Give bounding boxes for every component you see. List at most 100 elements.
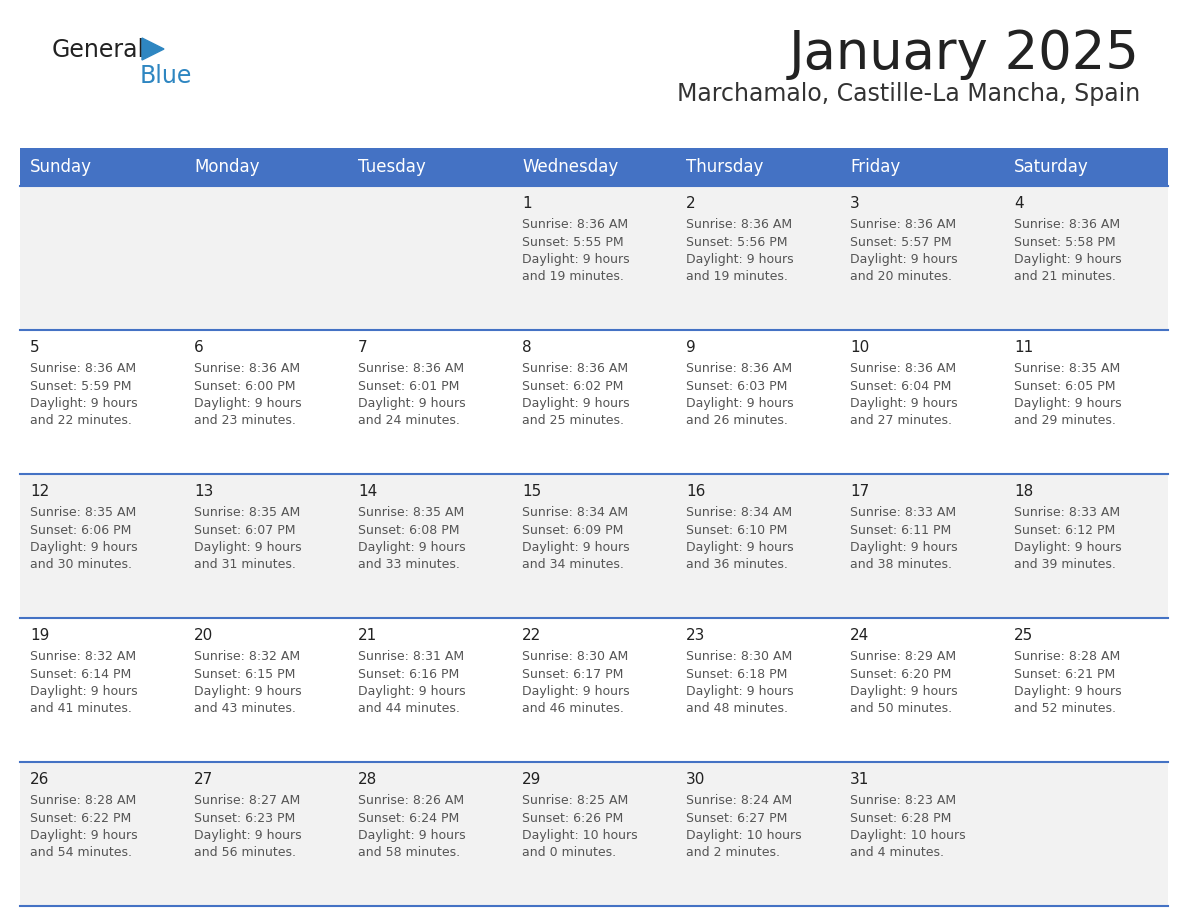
Text: Monday: Monday [194,158,259,176]
Text: Daylight: 9 hours: Daylight: 9 hours [358,685,466,698]
Text: 25: 25 [1015,628,1034,643]
Text: Sunrise: 8:24 AM: Sunrise: 8:24 AM [685,794,792,807]
Text: Sunset: 6:15 PM: Sunset: 6:15 PM [194,667,296,680]
Text: Sunrise: 8:36 AM: Sunrise: 8:36 AM [194,362,301,375]
Text: and 36 minutes.: and 36 minutes. [685,558,788,572]
Text: 13: 13 [194,484,214,499]
Text: Sunrise: 8:33 AM: Sunrise: 8:33 AM [849,506,956,519]
Text: Daylight: 9 hours: Daylight: 9 hours [30,829,138,842]
Text: Sunset: 6:22 PM: Sunset: 6:22 PM [30,812,131,824]
Text: Daylight: 9 hours: Daylight: 9 hours [194,541,302,554]
Text: 1: 1 [522,196,531,211]
Text: Blue: Blue [140,64,192,88]
Text: 10: 10 [849,340,870,355]
Text: and 25 minutes.: and 25 minutes. [522,415,624,428]
Text: 26: 26 [30,772,50,787]
Text: 12: 12 [30,484,49,499]
Text: and 29 minutes.: and 29 minutes. [1015,415,1116,428]
Text: Sunrise: 8:29 AM: Sunrise: 8:29 AM [849,650,956,663]
Text: Sunrise: 8:32 AM: Sunrise: 8:32 AM [30,650,137,663]
Text: and 0 minutes.: and 0 minutes. [522,846,617,859]
Text: Sunrise: 8:33 AM: Sunrise: 8:33 AM [1015,506,1120,519]
Text: Daylight: 9 hours: Daylight: 9 hours [685,541,794,554]
Text: and 54 minutes.: and 54 minutes. [30,846,132,859]
Text: Daylight: 9 hours: Daylight: 9 hours [522,397,630,410]
Text: Sunset: 6:20 PM: Sunset: 6:20 PM [849,667,952,680]
Text: Sunset: 6:14 PM: Sunset: 6:14 PM [30,667,131,680]
Text: Daylight: 9 hours: Daylight: 9 hours [358,397,466,410]
Text: Daylight: 10 hours: Daylight: 10 hours [849,829,966,842]
Text: Sunset: 5:57 PM: Sunset: 5:57 PM [849,236,952,249]
Text: 22: 22 [522,628,542,643]
Text: and 34 minutes.: and 34 minutes. [522,558,624,572]
Text: 17: 17 [849,484,870,499]
Text: and 46 minutes.: and 46 minutes. [522,702,624,715]
Text: Marchamalo, Castille-La Mancha, Spain: Marchamalo, Castille-La Mancha, Spain [677,82,1140,106]
Text: and 20 minutes.: and 20 minutes. [849,271,952,284]
Text: Daylight: 9 hours: Daylight: 9 hours [1015,397,1121,410]
Text: Daylight: 9 hours: Daylight: 9 hours [30,541,138,554]
Text: Sunset: 5:58 PM: Sunset: 5:58 PM [1015,236,1116,249]
Text: 6: 6 [194,340,204,355]
Text: 8: 8 [522,340,531,355]
Text: Sunset: 6:03 PM: Sunset: 6:03 PM [685,379,788,393]
Text: and 52 minutes.: and 52 minutes. [1015,702,1116,715]
Text: and 38 minutes.: and 38 minutes. [849,558,952,572]
Text: Sunset: 5:55 PM: Sunset: 5:55 PM [522,236,624,249]
Text: Daylight: 9 hours: Daylight: 9 hours [30,397,138,410]
Text: and 44 minutes.: and 44 minutes. [358,702,460,715]
Text: Daylight: 9 hours: Daylight: 9 hours [194,829,302,842]
Text: Daylight: 9 hours: Daylight: 9 hours [30,685,138,698]
Polygon shape [143,38,164,60]
Text: Sunset: 6:09 PM: Sunset: 6:09 PM [522,523,624,536]
Text: and 22 minutes.: and 22 minutes. [30,415,132,428]
Text: Sunset: 5:59 PM: Sunset: 5:59 PM [30,379,132,393]
Text: Sunset: 6:12 PM: Sunset: 6:12 PM [1015,523,1116,536]
Text: 21: 21 [358,628,378,643]
Text: 3: 3 [849,196,860,211]
Text: Sunset: 6:00 PM: Sunset: 6:00 PM [194,379,296,393]
Bar [20,618,1168,762]
Text: and 21 minutes.: and 21 minutes. [1015,271,1116,284]
Text: Sunrise: 8:36 AM: Sunrise: 8:36 AM [30,362,137,375]
Text: Sunset: 6:10 PM: Sunset: 6:10 PM [685,523,788,536]
Text: 18: 18 [1015,484,1034,499]
Text: 29: 29 [522,772,542,787]
Text: Sunset: 6:11 PM: Sunset: 6:11 PM [849,523,952,536]
Text: Daylight: 9 hours: Daylight: 9 hours [1015,253,1121,266]
Bar [20,762,1168,906]
Text: Sunset: 6:06 PM: Sunset: 6:06 PM [30,523,132,536]
Text: Tuesday: Tuesday [358,158,425,176]
Text: Sunset: 6:02 PM: Sunset: 6:02 PM [522,379,624,393]
Text: Sunday: Sunday [30,158,91,176]
Text: and 2 minutes.: and 2 minutes. [685,846,781,859]
Text: Daylight: 9 hours: Daylight: 9 hours [849,685,958,698]
Text: and 24 minutes.: and 24 minutes. [358,415,460,428]
Text: 27: 27 [194,772,214,787]
Text: Sunrise: 8:23 AM: Sunrise: 8:23 AM [849,794,956,807]
Text: Daylight: 9 hours: Daylight: 9 hours [358,829,466,842]
Text: Sunrise: 8:36 AM: Sunrise: 8:36 AM [685,218,792,231]
Text: 23: 23 [685,628,706,643]
Text: and 48 minutes.: and 48 minutes. [685,702,788,715]
Text: Daylight: 10 hours: Daylight: 10 hours [685,829,802,842]
Text: Sunset: 5:56 PM: Sunset: 5:56 PM [685,236,788,249]
Text: and 58 minutes.: and 58 minutes. [358,846,460,859]
Text: Daylight: 9 hours: Daylight: 9 hours [1015,685,1121,698]
Text: Sunrise: 8:31 AM: Sunrise: 8:31 AM [358,650,465,663]
Text: and 19 minutes.: and 19 minutes. [522,271,624,284]
Text: Daylight: 9 hours: Daylight: 9 hours [685,397,794,410]
Text: 7: 7 [358,340,367,355]
Text: and 26 minutes.: and 26 minutes. [685,415,788,428]
Text: Sunrise: 8:36 AM: Sunrise: 8:36 AM [1015,218,1120,231]
Text: Sunrise: 8:35 AM: Sunrise: 8:35 AM [358,506,465,519]
Text: Sunset: 6:21 PM: Sunset: 6:21 PM [1015,667,1116,680]
Text: 30: 30 [685,772,706,787]
Text: 15: 15 [522,484,542,499]
Text: Sunrise: 8:34 AM: Sunrise: 8:34 AM [685,506,792,519]
Text: Sunrise: 8:27 AM: Sunrise: 8:27 AM [194,794,301,807]
Text: Wednesday: Wednesday [522,158,618,176]
Text: Thursday: Thursday [685,158,764,176]
Text: Saturday: Saturday [1015,158,1088,176]
Text: 9: 9 [685,340,696,355]
